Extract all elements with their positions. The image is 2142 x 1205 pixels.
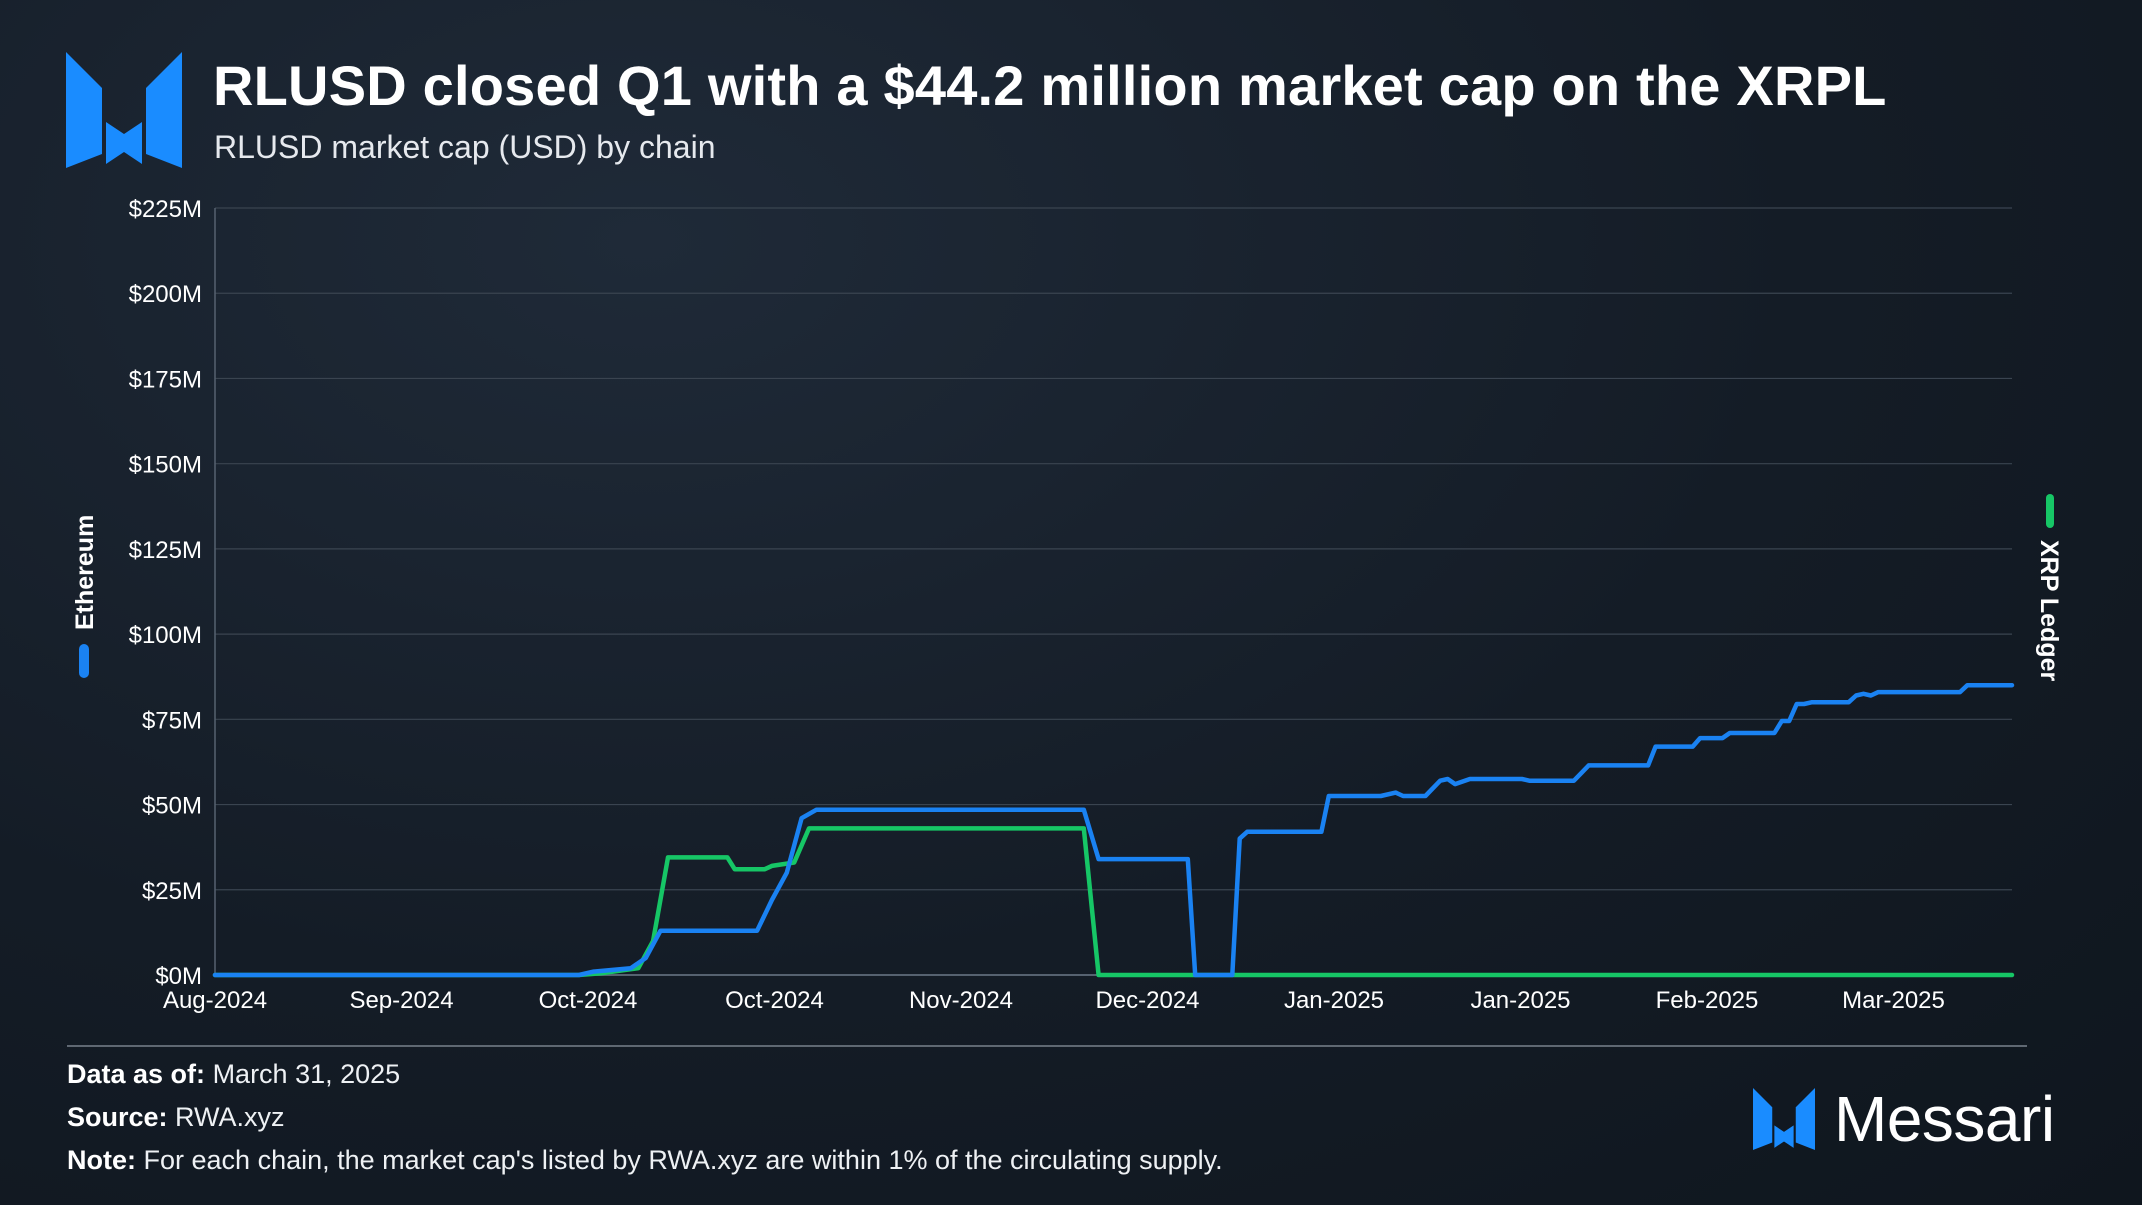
brand-logo: Messari (1752, 1083, 2055, 1155)
line-chart: $0M $25M $50M $75M $100M $125M $150M $175M $200M… (71, 196, 2063, 1014)
y-tick-label: $0M (155, 963, 202, 990)
x-tick-label: Feb-2025 (1656, 987, 1759, 1014)
messari-logo-icon (66, 52, 182, 168)
chart-title: RLUSD closed Q1 with a $44.2 million mar… (213, 54, 1887, 117)
y-tick-label: $175M (129, 366, 202, 393)
y-tick-label: $225M (129, 196, 202, 223)
x-tick-label: Sep-2024 (349, 987, 453, 1014)
legend-xrp-ledger-swatch (2046, 494, 2054, 528)
x-tick-label: Aug-2024 (163, 987, 267, 1014)
footer-date-label: Data as of: (67, 1059, 206, 1089)
x-tick-label: Jan-2025 (1470, 987, 1570, 1014)
x-tick-label: Jan-2025 (1284, 987, 1384, 1014)
footer-source-value: RWA.xyz (175, 1102, 285, 1132)
y-tick-label: $125M (129, 537, 202, 564)
footer-divider (67, 1045, 2027, 1047)
footer-note-label: Note: (67, 1145, 136, 1175)
y-tick-label: $75M (142, 707, 202, 734)
x-tick-label: Nov-2024 (909, 987, 1013, 1014)
x-tick-label: Mar-2025 (1842, 987, 1945, 1014)
series-line-ethereum (212, 682, 2015, 978)
messari-brand-icon (1753, 1088, 1815, 1150)
legend-ethereum-swatch (79, 644, 89, 678)
brand-name: Messari (1834, 1083, 2055, 1155)
x-tick-label: Oct-2024 (725, 987, 824, 1014)
footer-note: Note: For each chain, the market cap's l… (67, 1144, 1223, 1176)
footer-date-value: March 31, 2025 (212, 1059, 401, 1089)
x-tick-label: Oct-2024 (539, 987, 638, 1014)
y-tick-label: $100M (129, 622, 202, 649)
legend-ethereum-label: Ethereum (71, 515, 99, 630)
footer-source-label: Source: (67, 1102, 168, 1132)
x-tick-label: Dec-2024 (1095, 987, 1199, 1014)
footer-date: Data as of: March 31, 2025 (67, 1058, 400, 1090)
y-tick-label: $25M (142, 878, 202, 905)
y-tick-label: $150M (129, 452, 202, 479)
series-line-xrp-ledger (212, 826, 2015, 978)
y-tick-label: $50M (142, 793, 202, 820)
legend-xrp-ledger-label: XRP Ledger (2035, 540, 2063, 682)
y-tick-label: $200M (129, 281, 202, 308)
chart-subtitle: RLUSD market cap (USD) by chain (214, 129, 716, 165)
footer-source: Source: RWA.xyz (67, 1101, 285, 1133)
footer-note-value: For each chain, the market cap's listed … (143, 1145, 1223, 1175)
